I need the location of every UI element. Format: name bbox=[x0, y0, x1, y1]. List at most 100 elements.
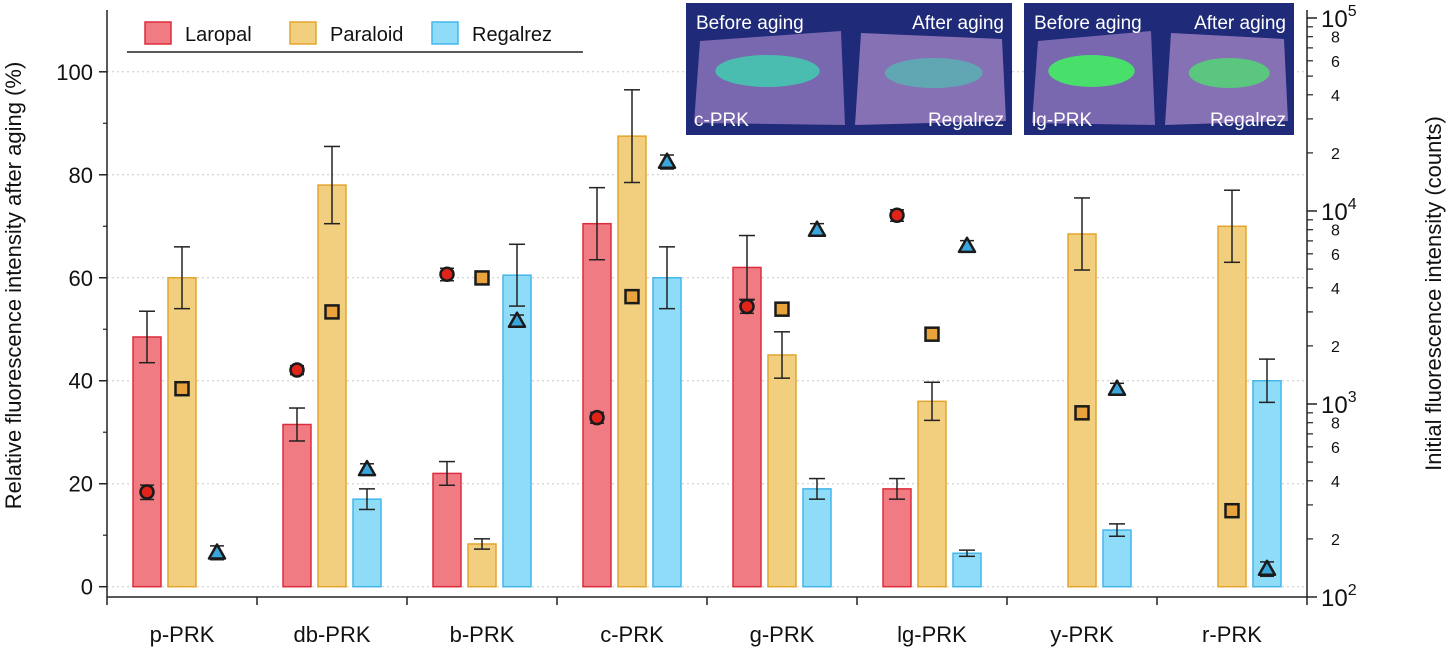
photo-inset-2: Before aging After aging lg-PRK Regalrez bbox=[1024, 3, 1294, 135]
point-Laropal-c-PRK bbox=[589, 409, 605, 426]
category-label-b-PRK: b-PRK bbox=[450, 622, 515, 647]
y-right-minor-label: 2 bbox=[1331, 146, 1340, 163]
photo-label-after: After aging bbox=[912, 13, 1004, 34]
point-Laropal-lg-PRK bbox=[889, 207, 905, 224]
photo-inset-1: Before aging After aging c-PRK Regalrez bbox=[686, 3, 1012, 135]
y-right-minor-label: 6 bbox=[1331, 247, 1340, 264]
bar-Paraloid-g-PRK bbox=[767, 354, 797, 588]
point-Paraloid-g-PRK bbox=[774, 301, 790, 317]
errorbar-Regalrez-lg-PRK bbox=[959, 549, 975, 558]
y-right-tick-label-3: 105 bbox=[1321, 3, 1357, 33]
bar-Laropal-b-PRK bbox=[432, 472, 462, 588]
point-Regalrez-b-PRK bbox=[507, 311, 527, 328]
y-right-minor-label: 6 bbox=[1331, 54, 1340, 71]
errorbar-Paraloid-b-PRK bbox=[474, 538, 490, 550]
point-Paraloid-lg-PRK bbox=[924, 326, 940, 342]
category-label-r-PRK: r-PRK bbox=[1202, 622, 1262, 647]
photo-label-sample: c-PRK bbox=[694, 110, 749, 131]
glow-before bbox=[1048, 55, 1135, 87]
y-left-tick-label-3: 60 bbox=[69, 266, 93, 291]
bar-Laropal-p-PRK bbox=[132, 336, 162, 588]
y-right-minor-label: 8 bbox=[1331, 223, 1340, 240]
point-Laropal-g-PRK bbox=[739, 298, 755, 315]
y-axis-left-title: Relative fluorescence intensity after ag… bbox=[1, 62, 26, 510]
bar-Regalrez-lg-PRK bbox=[952, 552, 982, 588]
glow-before bbox=[715, 55, 820, 87]
bar-Regalrez-r-PRK bbox=[1252, 379, 1282, 588]
point-Paraloid-db-PRK bbox=[324, 304, 340, 320]
point-Regalrez-c-PRK bbox=[657, 152, 677, 169]
y-right-tick-label-1: 103 bbox=[1321, 389, 1357, 419]
y-right-tick-label-2: 104 bbox=[1321, 196, 1357, 226]
errorbar-Paraloid-lg-PRK bbox=[924, 381, 940, 422]
y-right-minor-label: 8 bbox=[1331, 30, 1340, 47]
point-Regalrez-g-PRK bbox=[807, 220, 827, 237]
photo-label-before: Before aging bbox=[1034, 13, 1142, 34]
photo-label-resin: Regalrez bbox=[1210, 110, 1286, 131]
bar-Laropal-g-PRK bbox=[732, 266, 762, 588]
point-Laropal-b-PRK bbox=[439, 266, 455, 283]
point-Regalrez-lg-PRK bbox=[957, 236, 977, 254]
errorbar-Laropal-db-PRK bbox=[289, 407, 305, 442]
errorbar-Regalrez-y-PRK bbox=[1109, 523, 1125, 537]
y-left-tick-label-1: 20 bbox=[69, 472, 93, 497]
point-Regalrez-p-PRK bbox=[207, 543, 227, 560]
photo-label-before: Before aging bbox=[696, 13, 804, 34]
errorbar-Paraloid-c-PRK bbox=[624, 89, 640, 184]
errorbar-Laropal-c-PRK bbox=[589, 186, 605, 261]
glow-after bbox=[884, 58, 983, 88]
point-Paraloid-y-PRK bbox=[1074, 405, 1090, 421]
category-label-c-PRK: c-PRK bbox=[600, 622, 664, 647]
errorbar-Paraloid-g-PRK bbox=[774, 331, 790, 379]
errorbar-Laropal-lg-PRK bbox=[889, 477, 905, 500]
bar-Paraloid-p-PRK bbox=[167, 277, 197, 588]
legend-label-Laropal: Laropal bbox=[185, 24, 252, 46]
y-left-tick-label-0: 0 bbox=[81, 575, 93, 600]
point-Regalrez-y-PRK bbox=[1107, 379, 1127, 396]
legend-label-Paraloid: Paraloid bbox=[330, 24, 403, 46]
legend-swatch-Regalrez bbox=[431, 21, 459, 45]
y-right-tick-label-0: 102 bbox=[1321, 582, 1357, 612]
glow-after bbox=[1188, 58, 1270, 88]
legend-swatch-Laropal bbox=[144, 21, 172, 45]
y-right-minor-label: 2 bbox=[1331, 532, 1340, 549]
bar-Paraloid-lg-PRK bbox=[917, 400, 947, 588]
errorbar-Paraloid-y-PRK bbox=[1074, 197, 1090, 271]
point-Paraloid-c-PRK bbox=[624, 288, 640, 305]
photo-label-resin: Regalrez bbox=[928, 110, 1004, 131]
point-Paraloid-b-PRK bbox=[474, 270, 490, 286]
category-label-lg-PRK: lg-PRK bbox=[897, 622, 967, 647]
y-right-minor-label: 8 bbox=[1331, 416, 1340, 433]
errorbar-Paraloid-db-PRK bbox=[324, 145, 340, 225]
y-left-tick-label-2: 40 bbox=[69, 369, 93, 394]
category-label-y-PRK: y-PRK bbox=[1050, 622, 1114, 647]
point-Regalrez-db-PRK bbox=[357, 459, 377, 477]
y-right-minor-label: 4 bbox=[1331, 474, 1340, 491]
bar-Regalrez-c-PRK bbox=[652, 277, 682, 588]
point-Laropal-p-PRK bbox=[139, 484, 155, 500]
point-Paraloid-p-PRK bbox=[174, 380, 190, 397]
y-right-minor-label: 4 bbox=[1331, 88, 1340, 105]
legend-swatch-Paraloid bbox=[289, 21, 317, 45]
category-label-p-PRK: p-PRK bbox=[150, 622, 215, 647]
y-right-minor-label: 4 bbox=[1331, 281, 1340, 298]
point-Laropal-db-PRK bbox=[289, 362, 305, 378]
bar-Paraloid-c-PRK bbox=[617, 135, 647, 588]
category-label-db-PRK: db-PRK bbox=[293, 622, 370, 647]
legend: Laropal Paraloid Regalrez bbox=[127, 21, 583, 53]
errorbar-Laropal-p-PRK bbox=[139, 310, 155, 364]
bar-Paraloid-b-PRK bbox=[467, 543, 497, 588]
errorbar-Paraloid-p-PRK bbox=[174, 246, 190, 310]
y-right-minor-label: 6 bbox=[1331, 440, 1340, 457]
errorbar-Regalrez-c-PRK bbox=[659, 246, 675, 310]
bar-Laropal-db-PRK bbox=[282, 423, 312, 588]
bar-Paraloid-db-PRK bbox=[317, 184, 347, 588]
errorbar-Regalrez-db-PRK bbox=[359, 488, 375, 511]
category-label-g-PRK: g-PRK bbox=[750, 622, 815, 647]
bar-Laropal-c-PRK bbox=[582, 222, 612, 588]
errorbar-Regalrez-r-PRK bbox=[1259, 358, 1275, 404]
bar-Regalrez-y-PRK bbox=[1102, 529, 1132, 588]
y-right-minor-label: 2 bbox=[1331, 339, 1340, 356]
errorbar-Regalrez-g-PRK bbox=[809, 477, 825, 500]
